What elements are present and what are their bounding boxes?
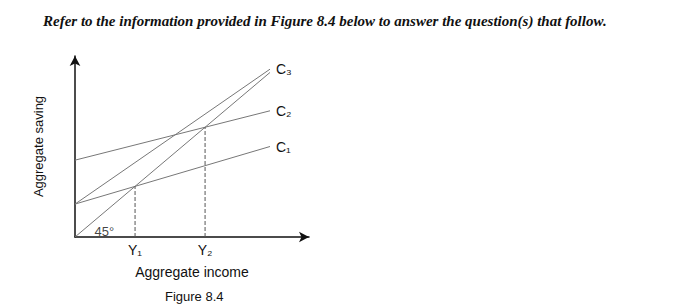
svg-text:C₁: C₁ xyxy=(276,139,291,155)
svg-text:Y₂: Y₂ xyxy=(198,242,213,258)
svg-text:Aggregate income: Aggregate income xyxy=(135,264,249,280)
svg-text:C₂: C₂ xyxy=(276,103,292,119)
svg-text:45°: 45° xyxy=(94,224,114,239)
svg-text:Refer to the information provi: Refer to the information provided in Fig… xyxy=(42,13,607,30)
svg-text:Y₁: Y₁ xyxy=(128,242,142,258)
svg-text:Aggregate saving: Aggregate saving xyxy=(31,96,46,197)
svg-text:C₃: C₃ xyxy=(276,61,292,77)
svg-text:Figure 8.4: Figure 8.4 xyxy=(165,289,224,304)
